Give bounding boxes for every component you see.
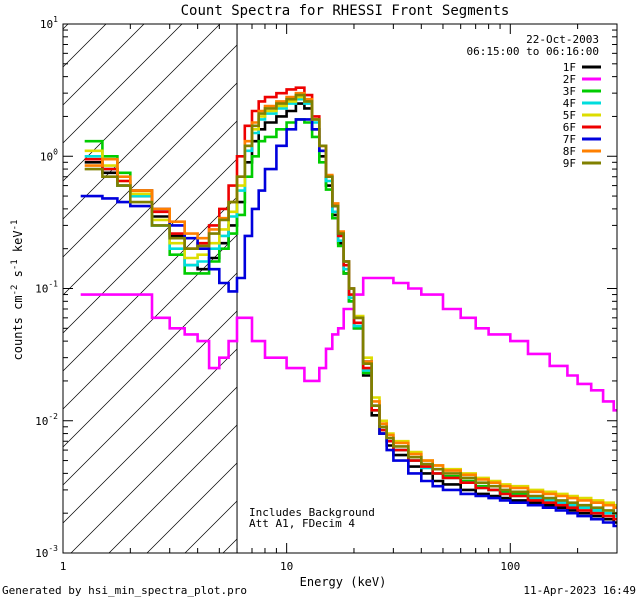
annotation-attenuator: Att A1, FDecim 4 xyxy=(249,517,355,530)
x-axis-label: Energy (keV) xyxy=(300,575,387,589)
y-tick-exponent: 0 xyxy=(53,147,58,156)
footer-generated-by: Generated by hsi_min_spectra_plot.pro xyxy=(2,584,247,597)
hatch-line xyxy=(565,0,640,553)
y-axis-label-exp2: -1 xyxy=(10,259,20,270)
y-tick-base: 10 xyxy=(40,18,53,31)
legend-label-1F: 1F xyxy=(563,61,576,74)
hatch-line xyxy=(108,424,238,553)
hatch-line xyxy=(527,0,640,553)
hatch-line xyxy=(63,348,238,524)
y-tick-label: 10-2 xyxy=(35,412,58,428)
y-tick-base: 10 xyxy=(35,283,48,296)
series-line-6F xyxy=(84,86,617,521)
chart-title: Count Spectra for RHESSI Front Segments xyxy=(181,3,510,19)
legend-label-4F: 4F xyxy=(563,97,576,110)
hatch-line xyxy=(63,44,238,220)
x-tick-label: 10 xyxy=(280,560,293,573)
y-tick-base: 10 xyxy=(35,547,48,560)
y-tick-exponent: -3 xyxy=(48,544,58,553)
plot-frame xyxy=(62,23,618,554)
hatch-line xyxy=(63,196,238,372)
y-tick-base: 10 xyxy=(40,150,53,163)
y-tick-base: 10 xyxy=(35,415,48,428)
y-tick-exponent: -1 xyxy=(48,280,58,289)
series-line-2F xyxy=(80,276,617,412)
y-axis-label: counts cm-2 s-1 keV-1 xyxy=(10,220,25,361)
legend-time-range: 06:15:00 to 06:16:00 xyxy=(467,45,599,58)
hatch-line xyxy=(0,0,201,553)
hatch-line xyxy=(63,24,183,144)
footer-timestamp: 11-Apr-2023 16:49 xyxy=(523,584,636,597)
hatch-line xyxy=(63,24,107,68)
hatch-line xyxy=(70,386,238,553)
legend-label-3F: 3F xyxy=(563,85,576,98)
legend-label-5F: 5F xyxy=(563,109,576,122)
hatch-line xyxy=(63,158,238,334)
background-hatch-region xyxy=(0,0,640,553)
legend-date: 22-Oct-2003 xyxy=(526,33,599,46)
x-axis-ticks: 1 10 100 xyxy=(60,24,618,573)
series-line-4F xyxy=(84,97,617,518)
hatch-line xyxy=(451,0,640,553)
hatch-line xyxy=(63,310,238,486)
y-axis-label-unit: keV xyxy=(11,230,25,259)
legend-label-8F: 8F xyxy=(563,145,576,158)
y-axis-label-exp1: -2 xyxy=(10,285,20,296)
series-line-1F xyxy=(84,102,617,524)
hatch-line xyxy=(63,120,238,296)
y-axis-label-mid: s xyxy=(11,270,25,284)
annotation-background: Includes Background xyxy=(249,506,375,519)
x-tick-label: 100 xyxy=(500,560,520,573)
y-tick-exponent: 1 xyxy=(53,15,58,24)
y-tick-exponent: -2 xyxy=(48,412,58,421)
legend-label-7F: 7F xyxy=(563,133,576,146)
legend-label-2F: 2F xyxy=(563,73,576,86)
x-tick-label: 1 xyxy=(60,560,67,573)
y-tick-label: 10-3 xyxy=(35,544,58,560)
hatch-line xyxy=(603,0,640,553)
legend-label-6F: 6F xyxy=(563,121,576,134)
hatch-line xyxy=(337,0,640,553)
y-tick-label: 100 xyxy=(40,147,58,163)
hatch-line xyxy=(375,0,640,553)
series-line-9F xyxy=(84,93,617,515)
y-tick-label: 101 xyxy=(40,15,58,31)
y-axis-label-base: counts cm xyxy=(11,295,25,360)
y-axis-label-exp3: -1 xyxy=(10,220,20,231)
series-lines xyxy=(80,86,617,528)
hatch-line xyxy=(63,234,238,410)
y-tick-label: 10-1 xyxy=(35,280,58,296)
series-line-3F xyxy=(84,118,617,518)
series-line-7F xyxy=(80,118,617,528)
hatch-line xyxy=(63,272,238,448)
legend-label-9F: 9F xyxy=(563,157,576,170)
